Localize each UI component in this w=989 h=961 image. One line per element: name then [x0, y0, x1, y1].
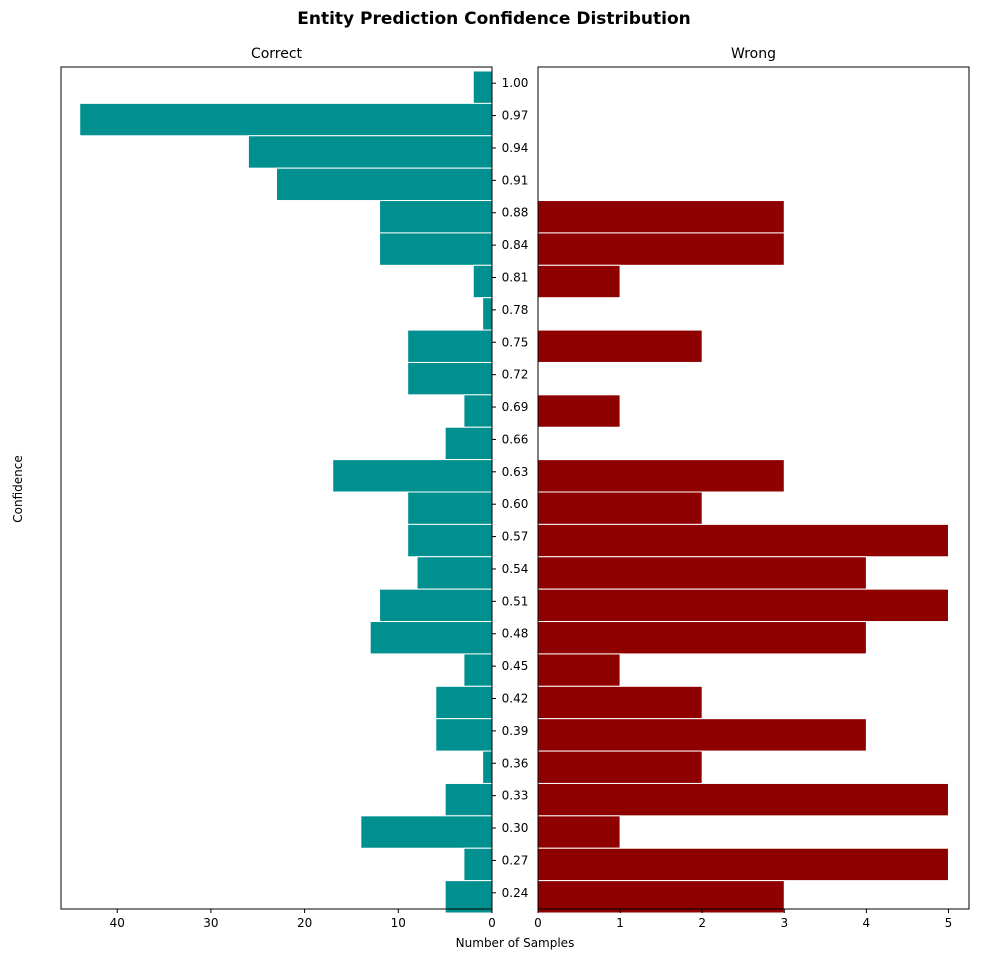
correct-bar: [482, 750, 493, 784]
correct-bar: [407, 329, 493, 363]
y-tick-label: 0.48: [502, 627, 529, 641]
x-tick-label: 20: [297, 916, 312, 930]
wrong-bar: [537, 588, 949, 623]
y-tick-label: 0.75: [502, 335, 529, 349]
correct-bar: [435, 685, 493, 720]
y-tick-label: 0.78: [502, 303, 529, 317]
y-tick-label: 0.33: [502, 789, 529, 803]
correct-bar: [472, 264, 493, 299]
wrong-bar: [537, 232, 785, 266]
y-tick-label: 0.94: [502, 141, 529, 155]
wrong-bar: [537, 653, 621, 687]
correct-plot-frame: [60, 66, 493, 910]
y-tick-label: 0.91: [502, 173, 529, 187]
y-tick-label: 0.84: [502, 238, 529, 252]
correct-bar: [379, 588, 493, 623]
y-tick-label: 0.51: [502, 594, 529, 608]
y-axis-label: Confidence: [11, 455, 25, 522]
correct-bar: [444, 782, 493, 817]
correct-panel: 0 10 20 30 40: [60, 66, 496, 930]
wrong-plot-frame: [537, 66, 970, 910]
wrong-bar: [537, 847, 949, 882]
correct-bar: [444, 426, 493, 461]
y-tick-label: 0.24: [502, 886, 529, 900]
correct-bar: [332, 459, 493, 493]
correct-bar: [463, 847, 493, 882]
correct-bar: [444, 880, 493, 914]
correct-panel-title: Correct: [251, 46, 303, 62]
chart-title: Entity Prediction Confidence Distributio…: [297, 9, 690, 29]
y-tick-label: 0.66: [502, 432, 529, 446]
correct-bar: [416, 556, 493, 590]
y-tick-label: 0.54: [502, 562, 529, 576]
y-tick-label: 0.57: [502, 530, 529, 544]
y-tick-label: 0.88: [502, 206, 529, 220]
x-tick-label: 1: [616, 916, 624, 930]
correct-bar: [407, 361, 493, 396]
correct-bar: [463, 653, 493, 687]
correct-bar: [276, 167, 493, 202]
correct-bar: [463, 394, 493, 428]
correct-bar: [379, 200, 493, 234]
correct-bar: [369, 621, 493, 655]
wrong-bar: [537, 459, 785, 493]
wrong-bar: [537, 523, 949, 558]
x-tick-label: 40: [110, 916, 125, 930]
wrong-bar: [537, 329, 703, 363]
correct-bar: [407, 491, 493, 525]
correct-bar: [407, 523, 493, 558]
y-tick-label: 1.00: [502, 76, 529, 90]
y-tick-label: 0.30: [502, 821, 529, 835]
wrong-panel-title: Wrong: [731, 46, 776, 62]
x-tick-label: 2: [698, 916, 706, 930]
wrong-bar: [537, 718, 867, 752]
wrong-bar: [537, 556, 867, 590]
y-tick-label: 0.36: [502, 756, 529, 770]
y-tick-label: 0.72: [502, 368, 529, 382]
correct-bar: [379, 232, 493, 266]
wrong-bar: [537, 394, 621, 428]
correct-bar: [247, 135, 493, 169]
wrong-bar: [537, 200, 785, 234]
correct-bar: [482, 297, 493, 331]
wrong-bar: [537, 750, 703, 784]
wrong-panel: 0 1 2 3 4 5: [534, 66, 970, 930]
y-tick-label: 0.60: [502, 497, 529, 511]
correct-bar: [472, 70, 493, 104]
x-tick-label: 0: [534, 916, 542, 930]
wrong-bar: [537, 880, 785, 914]
x-tick-label: 30: [203, 916, 218, 930]
correct-bar: [360, 815, 493, 849]
wrong-bar: [537, 621, 867, 655]
y-tick-label: 0.42: [502, 692, 529, 706]
x-tick-label: 3: [780, 916, 788, 930]
y-tick-label: 0.69: [502, 400, 529, 414]
x-tick-label: 4: [863, 916, 871, 930]
wrong-bar: [537, 491, 703, 525]
y-tick-label: 0.27: [502, 853, 529, 867]
y-tick-label: 0.81: [502, 271, 529, 285]
wrong-bar: [537, 685, 703, 720]
correct-bar: [79, 102, 493, 137]
y-tick-label: 0.97: [502, 109, 529, 123]
wrong-bar: [537, 264, 621, 299]
x-tick-label: 10: [391, 916, 406, 930]
x-tick-label: 0: [488, 916, 496, 930]
wrong-bar: [537, 815, 621, 849]
y-tick-label: 0.63: [502, 465, 529, 479]
confidence-axis: 1.00 0.97 0.94 0.91 0.88 0.84 0.81 0.78 0.75 0.72…: [492, 76, 528, 900]
wrong-bar: [537, 782, 949, 817]
correct-bar: [435, 718, 493, 752]
y-tick-label: 0.39: [502, 724, 529, 738]
y-tick-label: 0.45: [502, 659, 529, 673]
x-tick-label: 5: [945, 916, 953, 930]
x-axis-label: Number of Samples: [456, 936, 575, 950]
